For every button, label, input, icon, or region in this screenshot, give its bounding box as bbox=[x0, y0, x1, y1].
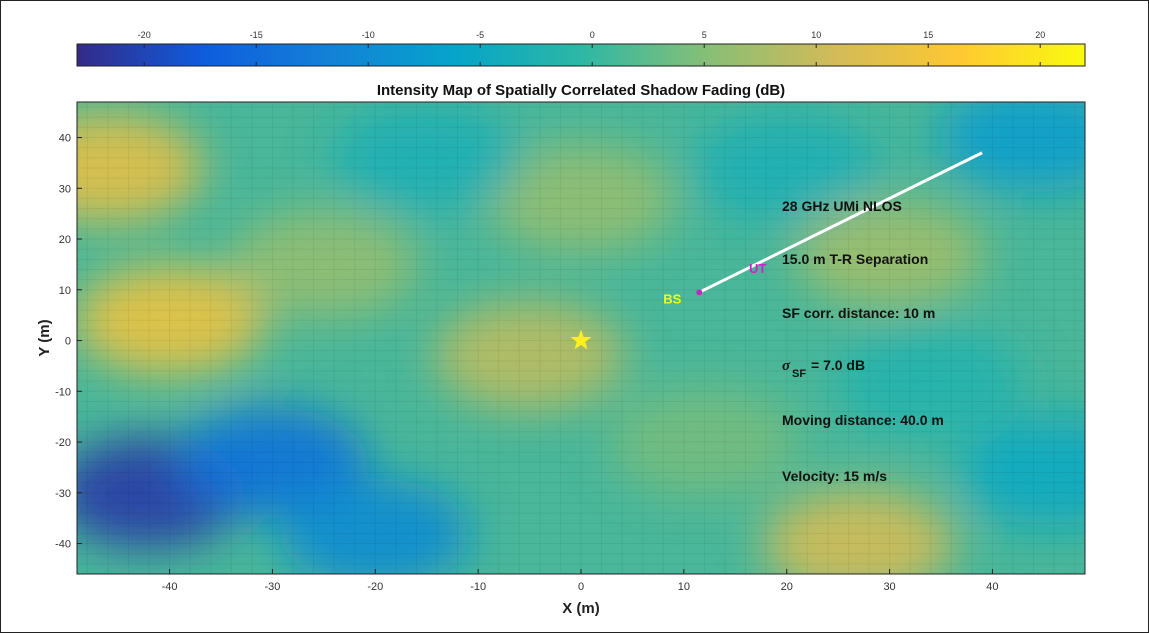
annotation-scenario: 28 GHz UMi NLOS bbox=[782, 198, 902, 214]
colorbar-tick-label: 15 bbox=[923, 30, 933, 40]
colorbar: -20 -15 -10 -5 0 5 10 15 20 bbox=[76, 30, 1086, 67]
field-blob bbox=[434, 300, 625, 411]
annotation-sigma-value: = 7.0 dB bbox=[811, 357, 865, 373]
y-tick-label: -30 bbox=[55, 488, 71, 500]
y-tick-label: -40 bbox=[55, 539, 71, 551]
y-axis-label: Y (m) bbox=[36, 319, 53, 356]
colorbar-tick-label: 10 bbox=[811, 30, 821, 40]
x-tick-label: -10 bbox=[470, 581, 486, 593]
x-tick-label: 20 bbox=[781, 581, 793, 593]
annotation-sf-corr-distance: SF corr. distance: 10 m bbox=[782, 305, 935, 321]
field-blob bbox=[486, 143, 676, 254]
annotation-tr-separation: 15.0 m T-R Separation bbox=[782, 251, 928, 267]
annotation-velocity: Velocity: 15 m/s bbox=[782, 468, 887, 484]
sigma-symbol: σ bbox=[782, 358, 791, 374]
field-blob bbox=[938, 102, 1085, 193]
field-blob bbox=[794, 199, 985, 310]
y-tick-label: -20 bbox=[55, 437, 71, 449]
annotation-sigma: σ SF = 7.0 dB bbox=[782, 357, 865, 380]
y-tick-label: 40 bbox=[59, 133, 71, 145]
field-blobs bbox=[77, 102, 1085, 574]
field-blob bbox=[959, 417, 1085, 528]
y-tick-label: 10 bbox=[59, 285, 71, 297]
x-axis-label: X (m) bbox=[562, 600, 600, 617]
field-blob bbox=[331, 102, 522, 213]
field-blob bbox=[763, 488, 954, 574]
y-tick-label: 0 bbox=[65, 336, 71, 348]
origin-star-marker bbox=[570, 329, 592, 350]
colorbar-tick-label: 20 bbox=[1035, 30, 1045, 40]
y-tick-label: 20 bbox=[59, 234, 71, 246]
field-blob bbox=[609, 387, 800, 498]
y-tick-label: 30 bbox=[59, 183, 71, 195]
grid bbox=[77, 102, 1085, 574]
axis-ticks: -40 -30 -20 -10 0 10 20 30 40 40 30 20 10 0 -10 -20 -30 -… bbox=[55, 133, 998, 593]
bs-label: BS bbox=[663, 291, 681, 306]
field-blob bbox=[835, 326, 1026, 437]
plot-area bbox=[77, 102, 1085, 574]
colorbar-tick-label: -5 bbox=[476, 30, 484, 40]
x-tick-label: -20 bbox=[367, 581, 383, 593]
colorbar-tick-label: -20 bbox=[138, 30, 151, 40]
colorbar-tick-label: 5 bbox=[702, 30, 707, 40]
x-tick-label: 0 bbox=[578, 581, 584, 593]
colorbar-tick-label: -15 bbox=[250, 30, 263, 40]
field-blob bbox=[228, 209, 419, 320]
x-tick-label: 10 bbox=[678, 581, 690, 593]
sigma-subscript: SF bbox=[792, 368, 806, 380]
chart-title: Intensity Map of Spatially Correlated Sh… bbox=[377, 82, 785, 99]
field-blob bbox=[280, 478, 471, 574]
colorbar-tick-label: -10 bbox=[362, 30, 375, 40]
annotation-moving-distance: Moving distance: 40.0 m bbox=[782, 412, 944, 428]
colorbar-gradient bbox=[76, 43, 1086, 67]
field-blob bbox=[77, 265, 265, 376]
field-blob bbox=[691, 112, 882, 223]
x-tick-label: 30 bbox=[883, 581, 895, 593]
ut-track-line bbox=[698, 151, 983, 294]
colorbar-tick-label: 0 bbox=[590, 30, 595, 40]
ut-label: UT bbox=[749, 261, 766, 276]
x-tick-label: -30 bbox=[264, 581, 280, 593]
bs-point bbox=[696, 289, 703, 296]
markers: BS UT bbox=[570, 151, 983, 350]
annotations: 28 GHz UMi NLOS 15.0 m T-R Separation SF… bbox=[782, 198, 944, 484]
field-blob bbox=[77, 112, 203, 223]
y-tick-label: -10 bbox=[55, 386, 71, 398]
x-tick-label: 40 bbox=[986, 581, 998, 593]
x-tick-label: -40 bbox=[162, 581, 178, 593]
